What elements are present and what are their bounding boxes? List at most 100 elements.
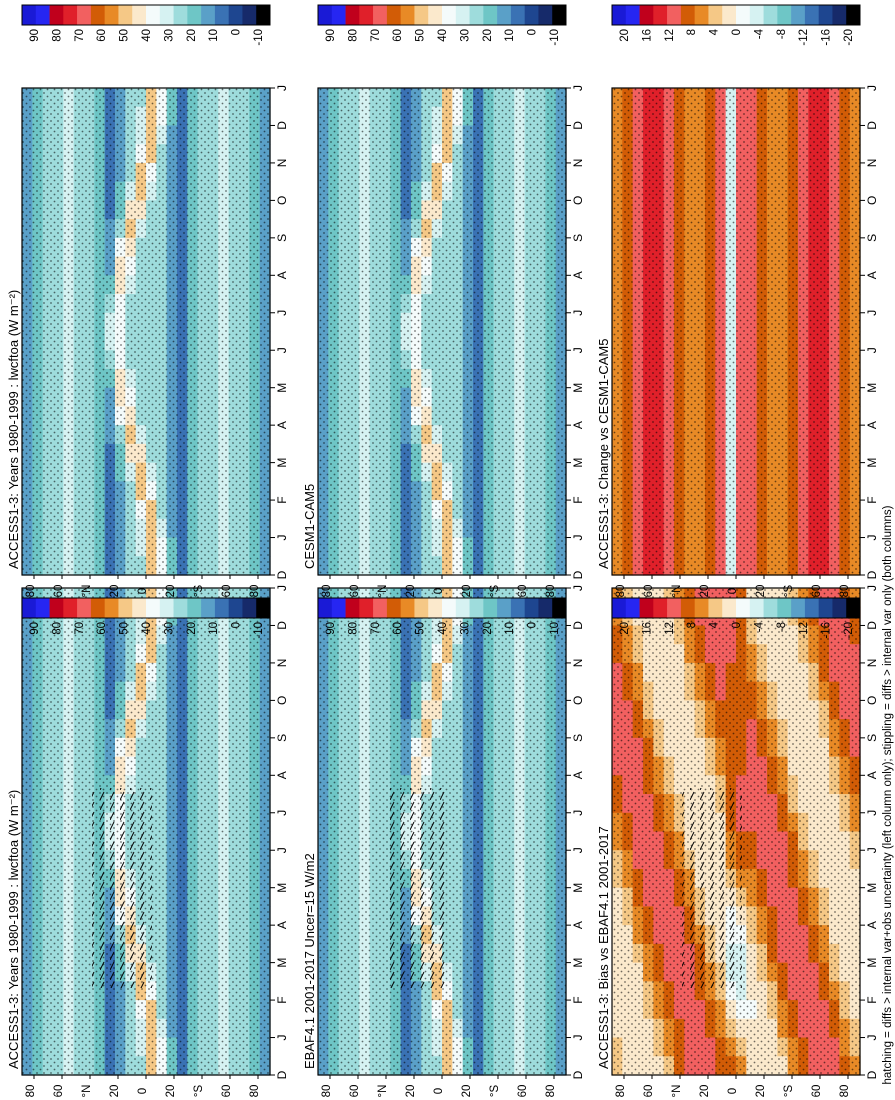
colorbar-swatch — [846, 5, 861, 25]
lat-label: °S — [193, 585, 205, 598]
colorbar-swatch — [228, 598, 243, 618]
colorbar-swatch — [201, 5, 216, 25]
month-label: N — [275, 659, 289, 668]
colorbar-swatch — [77, 5, 92, 25]
colorbar-swatch — [524, 5, 539, 25]
month-label: F — [275, 496, 289, 503]
panel-title: ACCESS1-3: Years 1980-1999 : lwcftoa (W … — [6, 290, 21, 569]
lat-label: 20 — [405, 585, 417, 598]
colorbar-label: 12 — [664, 622, 676, 635]
month-label: D — [571, 621, 585, 630]
lat-label: 80 — [249, 1085, 261, 1098]
month-label: J — [865, 810, 879, 816]
month-label: A — [865, 271, 879, 279]
colorbar-label: -10 — [253, 622, 265, 639]
colorbar-swatch — [455, 5, 470, 25]
colorbar-swatch — [118, 5, 133, 25]
colorbar-swatch — [442, 5, 457, 25]
month-label: J — [275, 585, 289, 591]
month-label: M — [275, 958, 289, 968]
lat-label: 60 — [349, 1085, 361, 1098]
month-label: J — [275, 847, 289, 853]
colorbar-label: -10 — [549, 29, 561, 46]
lat-label: 20 — [461, 1085, 473, 1098]
colorbar-swatch — [173, 598, 188, 618]
colorbar-swatch — [625, 5, 640, 25]
month-label: O — [571, 196, 585, 205]
colorbar-label: 8 — [686, 622, 698, 628]
month-label: S — [571, 734, 585, 742]
colorbar-swatch — [373, 598, 388, 618]
lat-label: 20 — [109, 1085, 121, 1098]
colorbar-label: 80 — [347, 622, 359, 635]
colorbar-swatch — [400, 598, 415, 618]
colorbar-label: 0 — [231, 29, 243, 35]
month-label: J — [865, 847, 879, 853]
colorbar-swatch — [612, 5, 627, 25]
colorbar-swatch — [497, 598, 512, 618]
colorbar-frame — [611, 4, 861, 26]
month-label: D — [571, 570, 585, 579]
lat-label: 20 — [699, 1085, 711, 1098]
lat-label: 0 — [137, 588, 149, 594]
colorbar-label: 16 — [641, 622, 653, 635]
month-label: A — [275, 771, 289, 779]
colorbar-swatch — [639, 5, 654, 25]
colorbar-label: 60 — [96, 29, 108, 42]
colorbar-swatch — [63, 5, 78, 25]
colorbar-swatch — [832, 598, 847, 618]
month-label: D — [865, 121, 879, 130]
colorbar-swatch — [653, 598, 668, 618]
colorbar-label: 0 — [731, 29, 743, 35]
lat-label: 0 — [727, 588, 739, 594]
stipple-overlay — [318, 88, 566, 575]
colorbar-2: 90 80 70 60 50 40 30 20 10 0 -10 — [21, 4, 271, 46]
lat-label: 20 — [165, 1085, 177, 1098]
colorbar-label: 10 — [208, 29, 220, 42]
lat-label: 20 — [755, 585, 767, 598]
colorbar-frame — [21, 597, 271, 619]
colorbar-label: 0 — [527, 29, 539, 35]
colorbar-5: 20 16 12 8 4 0 -4 -8 -12 -16 -20 — [611, 597, 861, 639]
month-label: J — [865, 310, 879, 316]
lat-label: 60 — [221, 585, 233, 598]
colorbar-swatch — [22, 598, 37, 618]
figure-footer: hatching = diffs > internal var+obs unce… — [882, 505, 894, 1084]
colorbar-label: 20 — [186, 29, 198, 42]
colorbar-label: -16 — [821, 29, 833, 46]
colorbar-label: 30 — [459, 622, 471, 635]
colorbar-swatch — [159, 5, 174, 25]
lat-label: 80 — [615, 585, 627, 598]
colorbar-swatch — [483, 598, 498, 618]
colorbar-swatch — [818, 598, 833, 618]
month-label: J — [275, 347, 289, 353]
colorbar-label: 10 — [504, 29, 516, 42]
month-label: A — [865, 921, 879, 929]
colorbar-swatch — [146, 598, 161, 618]
lat-label: °N — [377, 585, 389, 598]
colorbar-label: 60 — [392, 622, 404, 635]
colorbar-swatch — [414, 598, 429, 618]
month-label: S — [571, 234, 585, 242]
lat-label: 80 — [321, 1085, 333, 1098]
colorbar-label: 60 — [392, 29, 404, 42]
stipple-overlay — [612, 88, 860, 575]
colorbar-swatch — [455, 598, 470, 618]
colorbar-label: 70 — [370, 29, 382, 42]
colorbar-swatch — [680, 5, 695, 25]
colorbar-swatch — [49, 5, 64, 25]
month-label: J — [571, 310, 585, 316]
lat-label: 80 — [839, 1085, 851, 1098]
colorbar-swatch — [510, 598, 525, 618]
month-label: S — [275, 234, 289, 242]
colorbar-label: 90 — [325, 29, 337, 42]
colorbar-label: 70 — [74, 622, 86, 635]
colorbar-label: -10 — [549, 622, 561, 639]
lat-label: 0 — [137, 1088, 149, 1094]
month-label: F — [571, 996, 585, 1003]
month-label: O — [571, 696, 585, 705]
colorbar-label: 0 — [731, 622, 743, 628]
colorbar-swatch — [749, 5, 764, 25]
month-label: O — [275, 696, 289, 705]
lat-label: 0 — [433, 1088, 445, 1094]
